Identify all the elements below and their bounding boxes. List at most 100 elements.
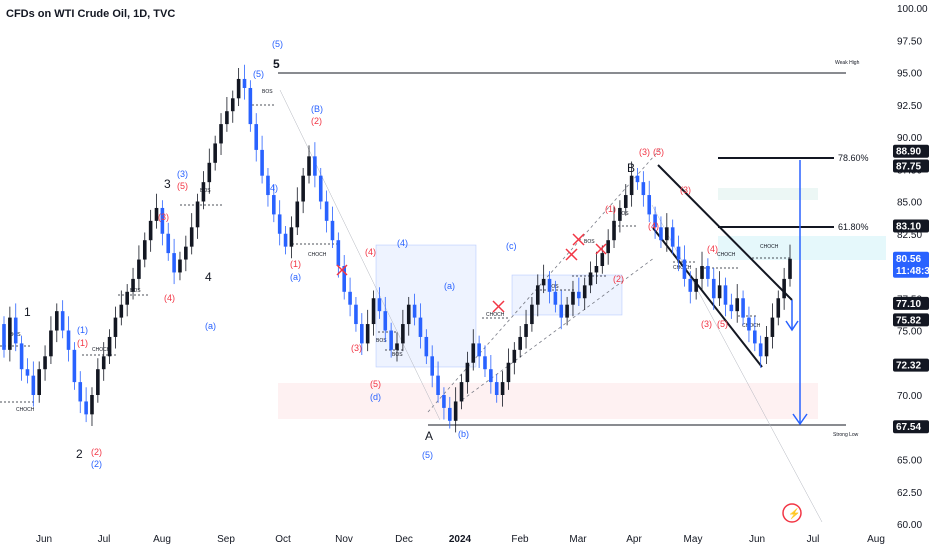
svg-text:(1): (1) — [77, 325, 88, 335]
y-tick-label: 62.50 — [897, 488, 922, 499]
price-tag-box — [893, 358, 929, 372]
candle-body — [729, 304, 734, 312]
time-axis[interactable]: Jun Jul Aug Sep Oct Nov Dec 2024 Feb Mar Apr May Jun… — [36, 534, 885, 545]
candle-body — [530, 304, 534, 325]
watermark-logo: ⚡ — [782, 503, 802, 523]
candle-body — [477, 343, 481, 357]
candle-body — [101, 356, 106, 370]
svg-text:CHOCH: CHOCH — [673, 265, 692, 271]
candle-body — [723, 285, 728, 305]
candle-body — [682, 259, 687, 279]
candle-body — [735, 298, 740, 312]
candle-body — [8, 317, 12, 350]
candle-body — [37, 369, 41, 395]
x-tick-label: Jun — [749, 534, 765, 545]
candle-body — [348, 291, 352, 305]
svg-text:BOS: BOS — [548, 284, 559, 290]
price-tag-label: 67.54 — [896, 422, 921, 433]
svg-text:(4): (4) — [267, 183, 278, 193]
candle-body — [60, 311, 65, 331]
candle-body — [647, 195, 652, 215]
candle-body — [72, 349, 77, 383]
svg-text:CHOCH: CHOCH — [742, 323, 761, 329]
candle-body — [84, 401, 88, 415]
svg-text:(B): (B) — [311, 104, 323, 114]
candle-body — [741, 298, 745, 318]
svg-text:(d): (d) — [370, 392, 381, 402]
x-tick-label: Aug — [867, 534, 885, 545]
candle-body — [201, 182, 206, 202]
candle-body — [184, 246, 188, 260]
svg-text:(5): (5) — [177, 181, 188, 191]
y-tick-label: 82.50 — [897, 230, 922, 241]
candle-body — [606, 240, 610, 254]
candle-body — [659, 227, 663, 241]
svg-text:BOS: BOS — [618, 211, 629, 217]
candle-body — [336, 240, 341, 266]
candle-body — [700, 266, 704, 279]
candle-body — [330, 220, 335, 241]
candle-body — [307, 156, 311, 176]
svg-text:5: 5 — [273, 57, 280, 71]
descending-channel-bottom — [652, 227, 763, 368]
candles-group — [2, 64, 792, 433]
chart-title: CFDs on WTI Crude Oil, 1D, TVC — [6, 8, 176, 20]
candle-body — [465, 362, 470, 383]
candle-body — [459, 382, 464, 402]
svg-text:(3): (3) — [701, 319, 712, 329]
svg-text:(3): (3) — [177, 169, 188, 179]
candle-body — [430, 356, 434, 376]
candle-body — [418, 317, 423, 337]
svg-text:(3): (3) — [639, 147, 650, 157]
price-tag-label: 87.75 — [896, 162, 921, 173]
svg-text:A: A — [425, 429, 433, 443]
candle-body — [78, 382, 83, 402]
svg-text:(3): (3) — [158, 212, 169, 222]
price-tag-box — [893, 420, 929, 434]
y-tick-label: 90.00 — [897, 133, 922, 144]
candle-body — [301, 175, 305, 202]
y-tick-label: 85.00 — [897, 198, 922, 209]
candle-body — [13, 317, 18, 344]
x-tick-label: May — [684, 534, 703, 545]
svg-text:CHOCH: CHOCH — [308, 252, 327, 258]
supply-zone-blue — [718, 236, 886, 260]
candle-body — [559, 304, 564, 318]
price-tag-box — [893, 159, 929, 173]
svg-text:(4): (4) — [707, 244, 718, 254]
x-tick-label: Apr — [626, 534, 642, 545]
candle-body — [665, 227, 669, 241]
y-tick-label: 60.00 — [897, 520, 922, 531]
candle-body — [494, 382, 499, 395]
candle-body — [770, 317, 775, 337]
svg-text:(5): (5) — [717, 319, 728, 329]
svg-text:2: 2 — [76, 447, 83, 461]
candle-body — [717, 285, 722, 299]
candle-body — [254, 124, 259, 150]
price-tag-label: 75.82 — [896, 315, 921, 326]
candle-body — [782, 278, 786, 299]
candle-body — [365, 324, 370, 344]
candle-body — [49, 330, 53, 357]
candle-body — [142, 240, 147, 260]
svg-text:(a): (a) — [444, 281, 455, 291]
svg-text:CHOCH: CHOCH — [92, 347, 111, 353]
svg-text:(1): (1) — [290, 259, 301, 269]
candle-body — [137, 259, 141, 279]
price-tag-label: 80.56 — [896, 254, 921, 265]
candle-body — [96, 369, 100, 395]
candle-body — [266, 175, 270, 196]
x-tick-label: Mar — [569, 534, 587, 545]
candle-body — [213, 143, 217, 163]
candle-body — [524, 324, 528, 337]
supply-zone-green — [718, 188, 818, 200]
candle-body — [506, 362, 511, 383]
candle-body — [225, 111, 229, 125]
candle-body — [54, 311, 59, 331]
candle-body — [289, 227, 294, 247]
svg-text:(2): (2) — [91, 459, 102, 469]
candle-body — [612, 220, 616, 241]
candle-body — [541, 278, 546, 286]
